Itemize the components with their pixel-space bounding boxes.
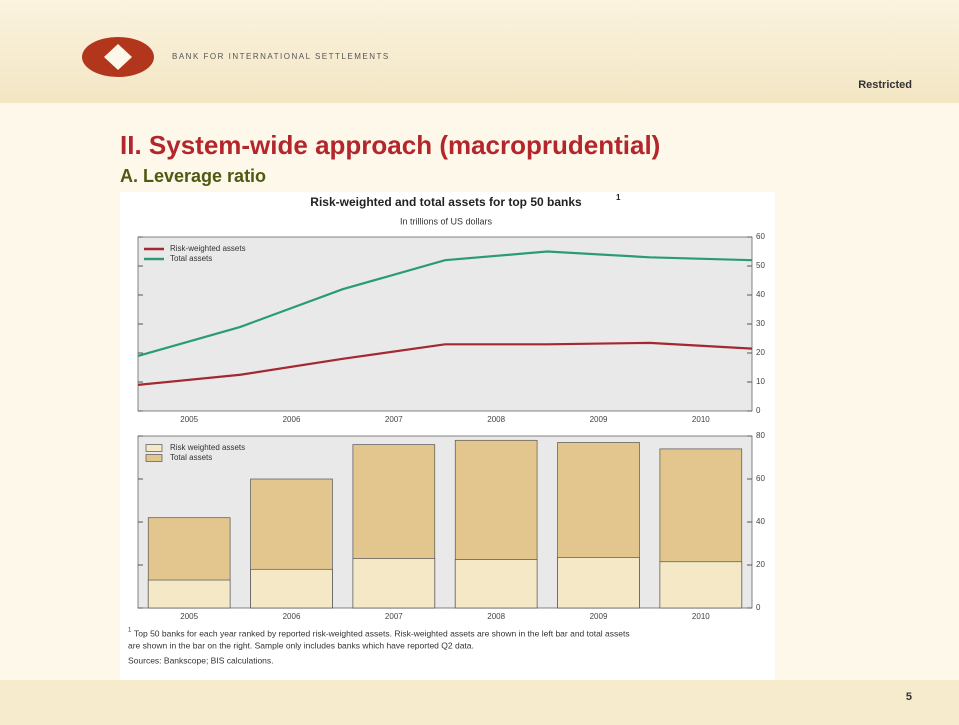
note-line: are shown in the bar on the right. Sampl… — [128, 640, 474, 650]
org-name: BANK FOR INTERNATIONAL SETTLEMENTS — [172, 52, 390, 61]
bar — [147, 579, 231, 609]
y-tick-label: 60 — [756, 232, 765, 241]
sources: Sources: Bankscope; BIS calculations. — [128, 655, 274, 665]
series-line — [137, 341, 753, 386]
y-tick-label: 50 — [756, 261, 765, 270]
plot-area — [137, 236, 753, 412]
bar — [557, 557, 640, 609]
slide-title: II. System-wide approach (macroprudentia… — [120, 130, 660, 160]
x-tick-label: 2007 — [385, 612, 403, 621]
legend-swatch — [145, 444, 163, 452]
y-tick-label: 20 — [756, 560, 765, 569]
note-line: Top 50 banks for each year ranked by rep… — [134, 628, 630, 638]
note-mark: 1 — [128, 628, 132, 634]
x-tick-label: 2009 — [590, 415, 608, 424]
logo — [82, 37, 154, 77]
series-line — [137, 250, 753, 357]
classification: Restricted — [858, 79, 912, 91]
bar — [454, 559, 538, 609]
figure-subtitle: In trillions of US dollars — [400, 216, 493, 226]
footer-band — [0, 680, 959, 725]
page-number: 5 — [906, 691, 912, 703]
legend-label: Total assets — [170, 453, 212, 462]
y-tick-label: 20 — [756, 348, 765, 357]
y-tick-label: 40 — [756, 517, 765, 526]
legend-label: Risk weighted assets — [170, 443, 245, 452]
x-tick-label: 2010 — [692, 415, 710, 424]
header-band — [0, 0, 959, 103]
x-tick-label: 2005 — [180, 415, 198, 424]
y-tick-label: 0 — [756, 603, 761, 612]
x-tick-label: 2005 — [180, 612, 198, 621]
legend-label: Risk-weighted assets — [170, 244, 246, 253]
legend-swatch — [145, 454, 163, 462]
y-tick-label: 30 — [756, 319, 765, 328]
slide-subtitle: A. Leverage ratio — [120, 166, 266, 186]
x-tick-label: 2007 — [385, 415, 403, 424]
plot-area — [137, 435, 753, 609]
x-tick-label: 2008 — [487, 612, 505, 621]
bar — [659, 561, 743, 609]
y-tick-label: 10 — [756, 377, 765, 386]
bar — [352, 558, 436, 609]
bar — [250, 568, 333, 609]
y-tick-label: 40 — [756, 290, 765, 299]
y-tick-label: 0 — [756, 406, 761, 415]
y-tick-label: 60 — [756, 474, 765, 483]
figure-title-note: 1 — [616, 193, 621, 202]
x-tick-label: 2006 — [283, 415, 301, 424]
x-tick-label: 2006 — [283, 612, 301, 621]
y-tick-label: 80 — [756, 431, 765, 440]
x-tick-label: 2010 — [692, 612, 710, 621]
figure-title: Risk-weighted and total assets for top 5… — [310, 195, 582, 209]
legend-label: Total assets — [170, 254, 212, 263]
x-tick-label: 2008 — [487, 415, 505, 424]
x-tick-label: 2009 — [590, 612, 608, 621]
